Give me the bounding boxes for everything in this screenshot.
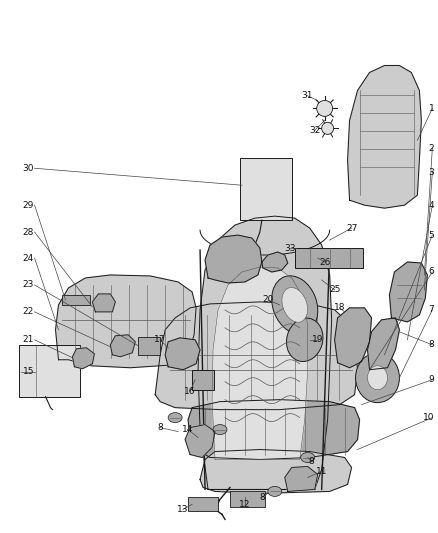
- Text: 8: 8: [428, 340, 434, 349]
- Ellipse shape: [213, 425, 227, 434]
- Bar: [240, 158, 292, 220]
- Text: 33: 33: [284, 244, 296, 253]
- Ellipse shape: [168, 413, 182, 423]
- Bar: [295, 248, 363, 268]
- Bar: [19, 345, 81, 397]
- Polygon shape: [165, 338, 200, 370]
- Polygon shape: [110, 335, 135, 357]
- Ellipse shape: [356, 353, 399, 402]
- Text: 15: 15: [23, 367, 34, 376]
- Text: 27: 27: [346, 224, 357, 232]
- Polygon shape: [348, 66, 421, 208]
- Bar: [63, 295, 90, 305]
- Ellipse shape: [268, 487, 282, 496]
- Polygon shape: [56, 275, 196, 368]
- Text: 2: 2: [429, 144, 434, 153]
- Text: 11: 11: [316, 467, 328, 476]
- Polygon shape: [335, 308, 371, 368]
- Ellipse shape: [286, 318, 323, 361]
- Bar: [138, 337, 160, 355]
- Polygon shape: [200, 449, 352, 494]
- Ellipse shape: [272, 276, 318, 334]
- Polygon shape: [212, 267, 308, 459]
- Text: 8: 8: [309, 457, 314, 466]
- Text: 7: 7: [428, 305, 434, 314]
- Text: 31: 31: [301, 91, 312, 100]
- Text: 9: 9: [428, 375, 434, 384]
- Bar: [230, 491, 265, 507]
- Text: 21: 21: [23, 335, 34, 344]
- Ellipse shape: [367, 366, 388, 390]
- Text: 8: 8: [259, 493, 265, 502]
- Polygon shape: [367, 318, 399, 370]
- Polygon shape: [188, 400, 360, 459]
- Ellipse shape: [317, 100, 332, 116]
- Ellipse shape: [321, 123, 334, 134]
- Text: 23: 23: [23, 280, 34, 289]
- Polygon shape: [198, 216, 332, 489]
- Text: 24: 24: [23, 254, 34, 263]
- Polygon shape: [205, 235, 262, 283]
- Text: 20: 20: [262, 295, 274, 304]
- Polygon shape: [92, 294, 115, 312]
- Text: 29: 29: [23, 200, 34, 209]
- Text: 1: 1: [428, 104, 434, 113]
- Text: 8: 8: [157, 423, 163, 432]
- Text: 13: 13: [177, 505, 189, 514]
- Polygon shape: [72, 348, 95, 369]
- Text: 30: 30: [23, 164, 34, 173]
- Polygon shape: [262, 252, 288, 272]
- Ellipse shape: [282, 287, 307, 322]
- Polygon shape: [155, 302, 357, 410]
- Text: 19: 19: [312, 335, 323, 344]
- Text: 3: 3: [428, 168, 434, 177]
- Text: 4: 4: [429, 200, 434, 209]
- Bar: [192, 370, 214, 390]
- Text: 14: 14: [182, 425, 194, 434]
- Polygon shape: [285, 466, 318, 491]
- Text: 18: 18: [334, 303, 346, 312]
- Text: 6: 6: [428, 268, 434, 277]
- Text: 28: 28: [23, 228, 34, 237]
- Polygon shape: [389, 262, 427, 322]
- Text: 5: 5: [428, 231, 434, 239]
- Ellipse shape: [301, 453, 314, 463]
- Text: 10: 10: [423, 413, 434, 422]
- Text: 12: 12: [239, 500, 251, 509]
- Text: 25: 25: [329, 286, 340, 294]
- Text: 17: 17: [155, 335, 166, 344]
- Polygon shape: [185, 425, 215, 457]
- Text: 22: 22: [23, 308, 34, 317]
- Text: 32: 32: [309, 126, 320, 135]
- Bar: [188, 497, 218, 511]
- Text: 26: 26: [319, 257, 330, 266]
- Text: 16: 16: [184, 387, 196, 396]
